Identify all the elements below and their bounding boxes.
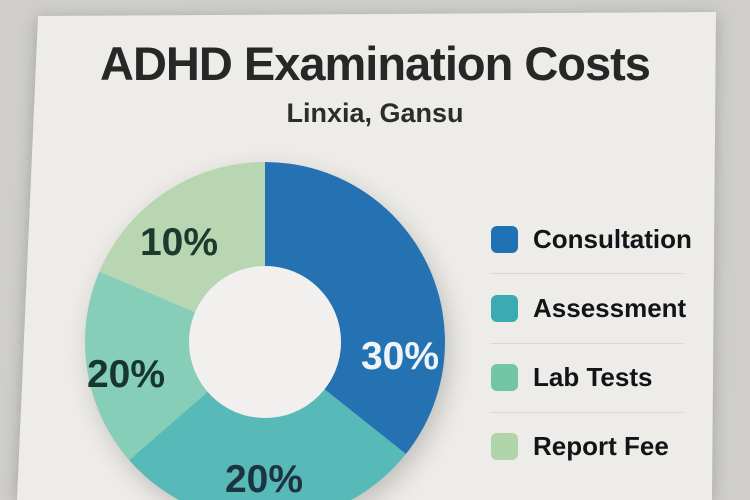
pie-segment [85, 271, 208, 461]
pie-percent-label: 30% [360, 335, 440, 378]
legend-item-consultation: Consultation [491, 224, 692, 254]
legend-divider [491, 343, 683, 344]
legend-item-lab-tests: Lab Tests [491, 362, 653, 392]
legend-label: Report Fee [533, 431, 669, 461]
legend-label: Assessment [533, 293, 687, 323]
legend-swatch-assessment [491, 295, 518, 322]
chart-subtitle: Linxia, Gansu [286, 98, 464, 128]
pie-percent-label: 10% [139, 221, 219, 264]
chart-title: ADHD Examination Costs [100, 37, 651, 90]
pie-segment [129, 389, 406, 500]
legend-divider [491, 273, 683, 274]
legend-label: Consultation [533, 224, 692, 254]
pie-percent-label: 20% [86, 353, 166, 396]
legend-item-report-fee: Report Fee [491, 431, 669, 461]
donut-hole [189, 266, 341, 418]
legend-swatch-report-fee [491, 433, 518, 460]
pie-percent-label: 20% [224, 458, 304, 500]
pie-segment [265, 162, 446, 455]
legend-swatch-lab-tests [491, 364, 518, 391]
legend-label: Lab Tests [533, 362, 653, 392]
legend-item-assessment: Assessment [491, 293, 687, 323]
legend-divider [491, 412, 683, 413]
legend-swatch-consultation [491, 226, 518, 253]
pie-segment [99, 162, 265, 313]
